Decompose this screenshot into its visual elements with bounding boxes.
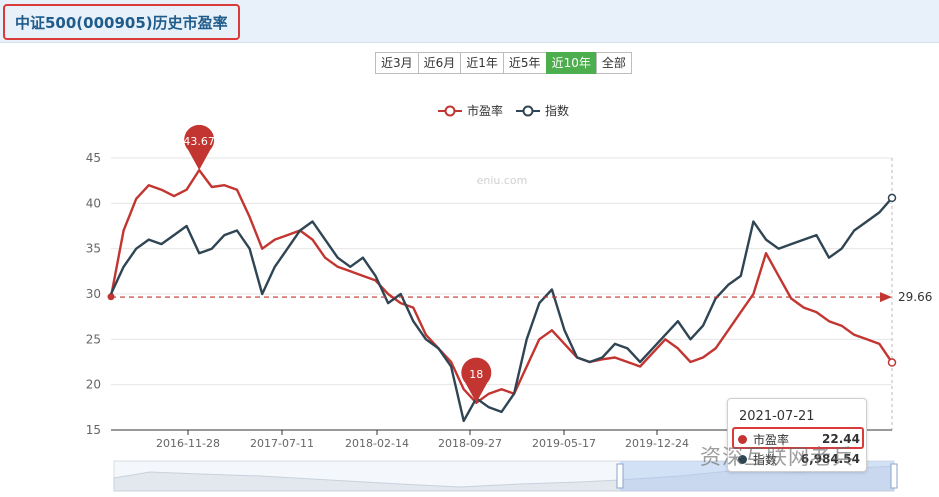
min-marker: 18	[461, 357, 492, 403]
y-tick-label-20: 20	[86, 378, 101, 392]
y-axis: 15 20 25 30 35 40 45	[86, 151, 101, 437]
tooltip-highlight	[732, 427, 864, 449]
max-marker-label: 43.67	[183, 135, 215, 148]
legend-item-index[interactable]: 指数	[516, 103, 569, 118]
overlay-caption: 资深互联网老兵	[700, 445, 854, 469]
tab-6m[interactable]: 近6月	[417, 52, 462, 74]
max-marker: 43.67	[183, 124, 215, 171]
tooltip-dot-index	[738, 454, 747, 464]
legend-symbol-pe	[444, 105, 456, 117]
slider-handle-right[interactable]	[890, 463, 898, 489]
tooltip-dot-pe	[738, 434, 747, 444]
range-tabs: 近3月 近6月 近1年 近5年 近10年 全部	[375, 52, 632, 74]
legend-label-pe: 市盈率	[467, 103, 503, 118]
y-tick-label-45: 45	[86, 151, 101, 165]
average-line-arrow	[880, 292, 892, 303]
tooltip-value-index: 6,984.54	[800, 452, 860, 466]
tab-10y[interactable]: 近10年	[545, 52, 597, 74]
x-tick-label-5: 2019-12-24	[625, 437, 689, 450]
legend-item-pe[interactable]: 市盈率	[438, 103, 503, 118]
y-tick-label-15: 15	[86, 423, 101, 437]
y-tick-label-25: 25	[86, 332, 101, 346]
tab-all[interactable]: 全部	[595, 52, 632, 74]
end-point-index	[887, 193, 897, 203]
title-bar: 中证500(000905)历史市盈率	[0, 0, 939, 43]
tab-1y[interactable]: 近1年	[460, 52, 504, 74]
y-tick-label-30: 30	[86, 287, 101, 301]
tooltip-value-pe: 22.44	[822, 432, 860, 446]
series-line-pe	[109, 168, 893, 404]
average-line: 29.66	[111, 290, 932, 304]
legend-label-index: 指数	[545, 103, 569, 118]
x-axis: 2016-11-28 2017-07-11 2018-02-14 2018-09-27…	[111, 429, 892, 450]
min-marker-label: 18	[469, 368, 483, 381]
max-marker-pin	[184, 124, 215, 171]
tab-5y[interactable]: 近5年	[502, 52, 547, 74]
tooltip-label-index: 指数	[753, 452, 778, 467]
x-tick-label-3: 2018-09-27	[438, 437, 502, 450]
extreme-markers: 43.67 18	[183, 124, 492, 403]
series-line-index	[109, 197, 893, 423]
chart-legend[interactable]: 市盈率 指数	[438, 103, 569, 118]
x-tick-label-1: 2017-07-11	[250, 437, 314, 450]
page-title: 中证500(000905)历史市盈率	[3, 4, 240, 40]
slider-handle-left[interactable]	[616, 463, 624, 489]
min-marker-pin	[461, 357, 492, 403]
tooltip-label-pe: 市盈率	[753, 432, 790, 447]
legend-symbol-index	[522, 105, 534, 117]
average-line-label: 29.66	[898, 290, 932, 304]
series-lines	[107, 168, 897, 423]
tab-3m[interactable]: 近3月	[375, 52, 419, 74]
data-tooltip: 2021-07-21 市盈率 22.44 指数 6,984.54	[727, 398, 867, 472]
tooltip-row-pe: 市盈率 22.44	[738, 430, 860, 448]
y-tick-label-35: 35	[86, 242, 101, 256]
tooltip-row-index: 指数 6,984.54	[738, 450, 860, 468]
x-tick-label-2: 2018-02-14	[345, 437, 409, 450]
watermark: eniu.com	[477, 174, 528, 187]
x-tick-label-4: 2019-05-17	[532, 437, 596, 450]
end-point-pe	[887, 358, 897, 367]
x-tick-label-0: 2016-11-28	[156, 437, 220, 450]
tooltip-date: 2021-07-21	[739, 409, 815, 424]
y-tick-label-40: 40	[86, 196, 101, 210]
